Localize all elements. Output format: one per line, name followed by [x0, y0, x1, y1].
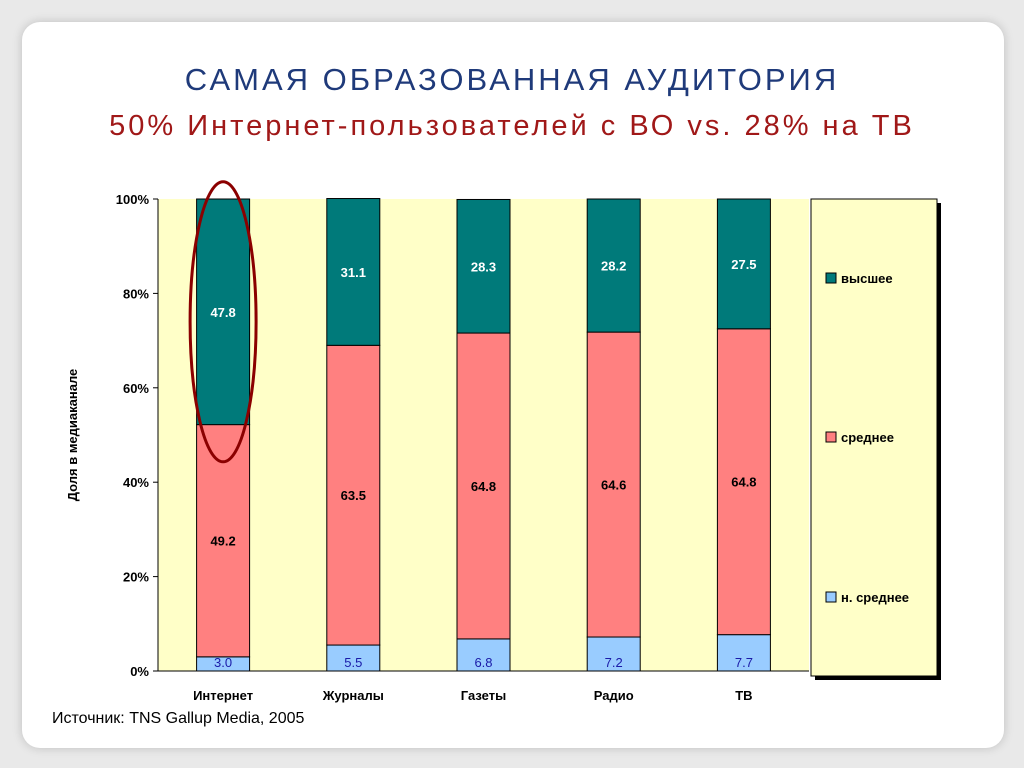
data-label: 28.2	[601, 259, 626, 274]
data-label: 49.2	[210, 534, 235, 549]
data-label: 64.8	[731, 475, 756, 490]
data-label: 27.5	[731, 257, 756, 272]
legend-label: высшее	[841, 271, 893, 286]
source-note: Источник: TNS Gallup Media, 2005	[52, 710, 305, 727]
y-tick-label: 100%	[116, 192, 150, 207]
y-tick-label: 60%	[123, 381, 149, 396]
bar-segment	[456, 638, 511, 672]
legend-swatch	[825, 272, 837, 284]
y-tick-label: 0%	[130, 664, 149, 679]
bar-segment	[716, 198, 771, 330]
bar-segment	[456, 332, 511, 640]
bar-segment	[456, 198, 511, 334]
data-label: 47.8	[210, 305, 235, 320]
slide-title: САМАЯ ОБРАЗОВАННАЯ АУДИТОРИЯ	[184, 62, 840, 97]
bar-segment	[196, 424, 251, 658]
x-tick-label: Интернет	[193, 688, 253, 703]
slide-subtitle: 50% Интернет-пользователей с ВО vs. 28% …	[109, 110, 915, 142]
data-label: 28.3	[471, 259, 496, 274]
y-tick-label: 80%	[123, 286, 149, 301]
legend-label: среднее	[841, 430, 894, 445]
x-tick-label: ТВ	[735, 688, 752, 703]
bar-segment	[326, 644, 381, 672]
data-label: 7.2	[605, 655, 623, 670]
bar-segment	[716, 634, 771, 672]
data-label: 3.0	[214, 655, 232, 670]
x-tick-label: Газеты	[461, 688, 506, 703]
data-label: 64.6	[601, 478, 626, 493]
y-tick-label: 40%	[123, 475, 149, 490]
bar-segment	[586, 198, 641, 333]
bar-segment	[196, 198, 251, 426]
data-label: 5.5	[344, 655, 362, 670]
bar-segment	[326, 344, 381, 646]
x-tick-label: Радио	[594, 688, 634, 703]
data-label: 31.1	[341, 265, 366, 280]
legend-swatch	[825, 431, 837, 443]
y-tick-label: 20%	[123, 570, 149, 585]
highlight-ellipse	[188, 180, 258, 464]
y-axis-title: Доля в медиаканале	[65, 369, 80, 502]
legend-label: н. среднее	[841, 590, 909, 605]
data-label: 6.8	[474, 655, 492, 670]
data-label: 63.5	[341, 488, 366, 503]
x-tick-label: Журналы	[322, 688, 384, 703]
bar-segment	[326, 198, 381, 346]
data-label: 7.7	[735, 655, 753, 670]
data-label: 64.8	[471, 479, 496, 494]
bar-segment	[716, 328, 771, 636]
legend-swatch	[825, 591, 837, 603]
bar-segment	[586, 331, 641, 638]
